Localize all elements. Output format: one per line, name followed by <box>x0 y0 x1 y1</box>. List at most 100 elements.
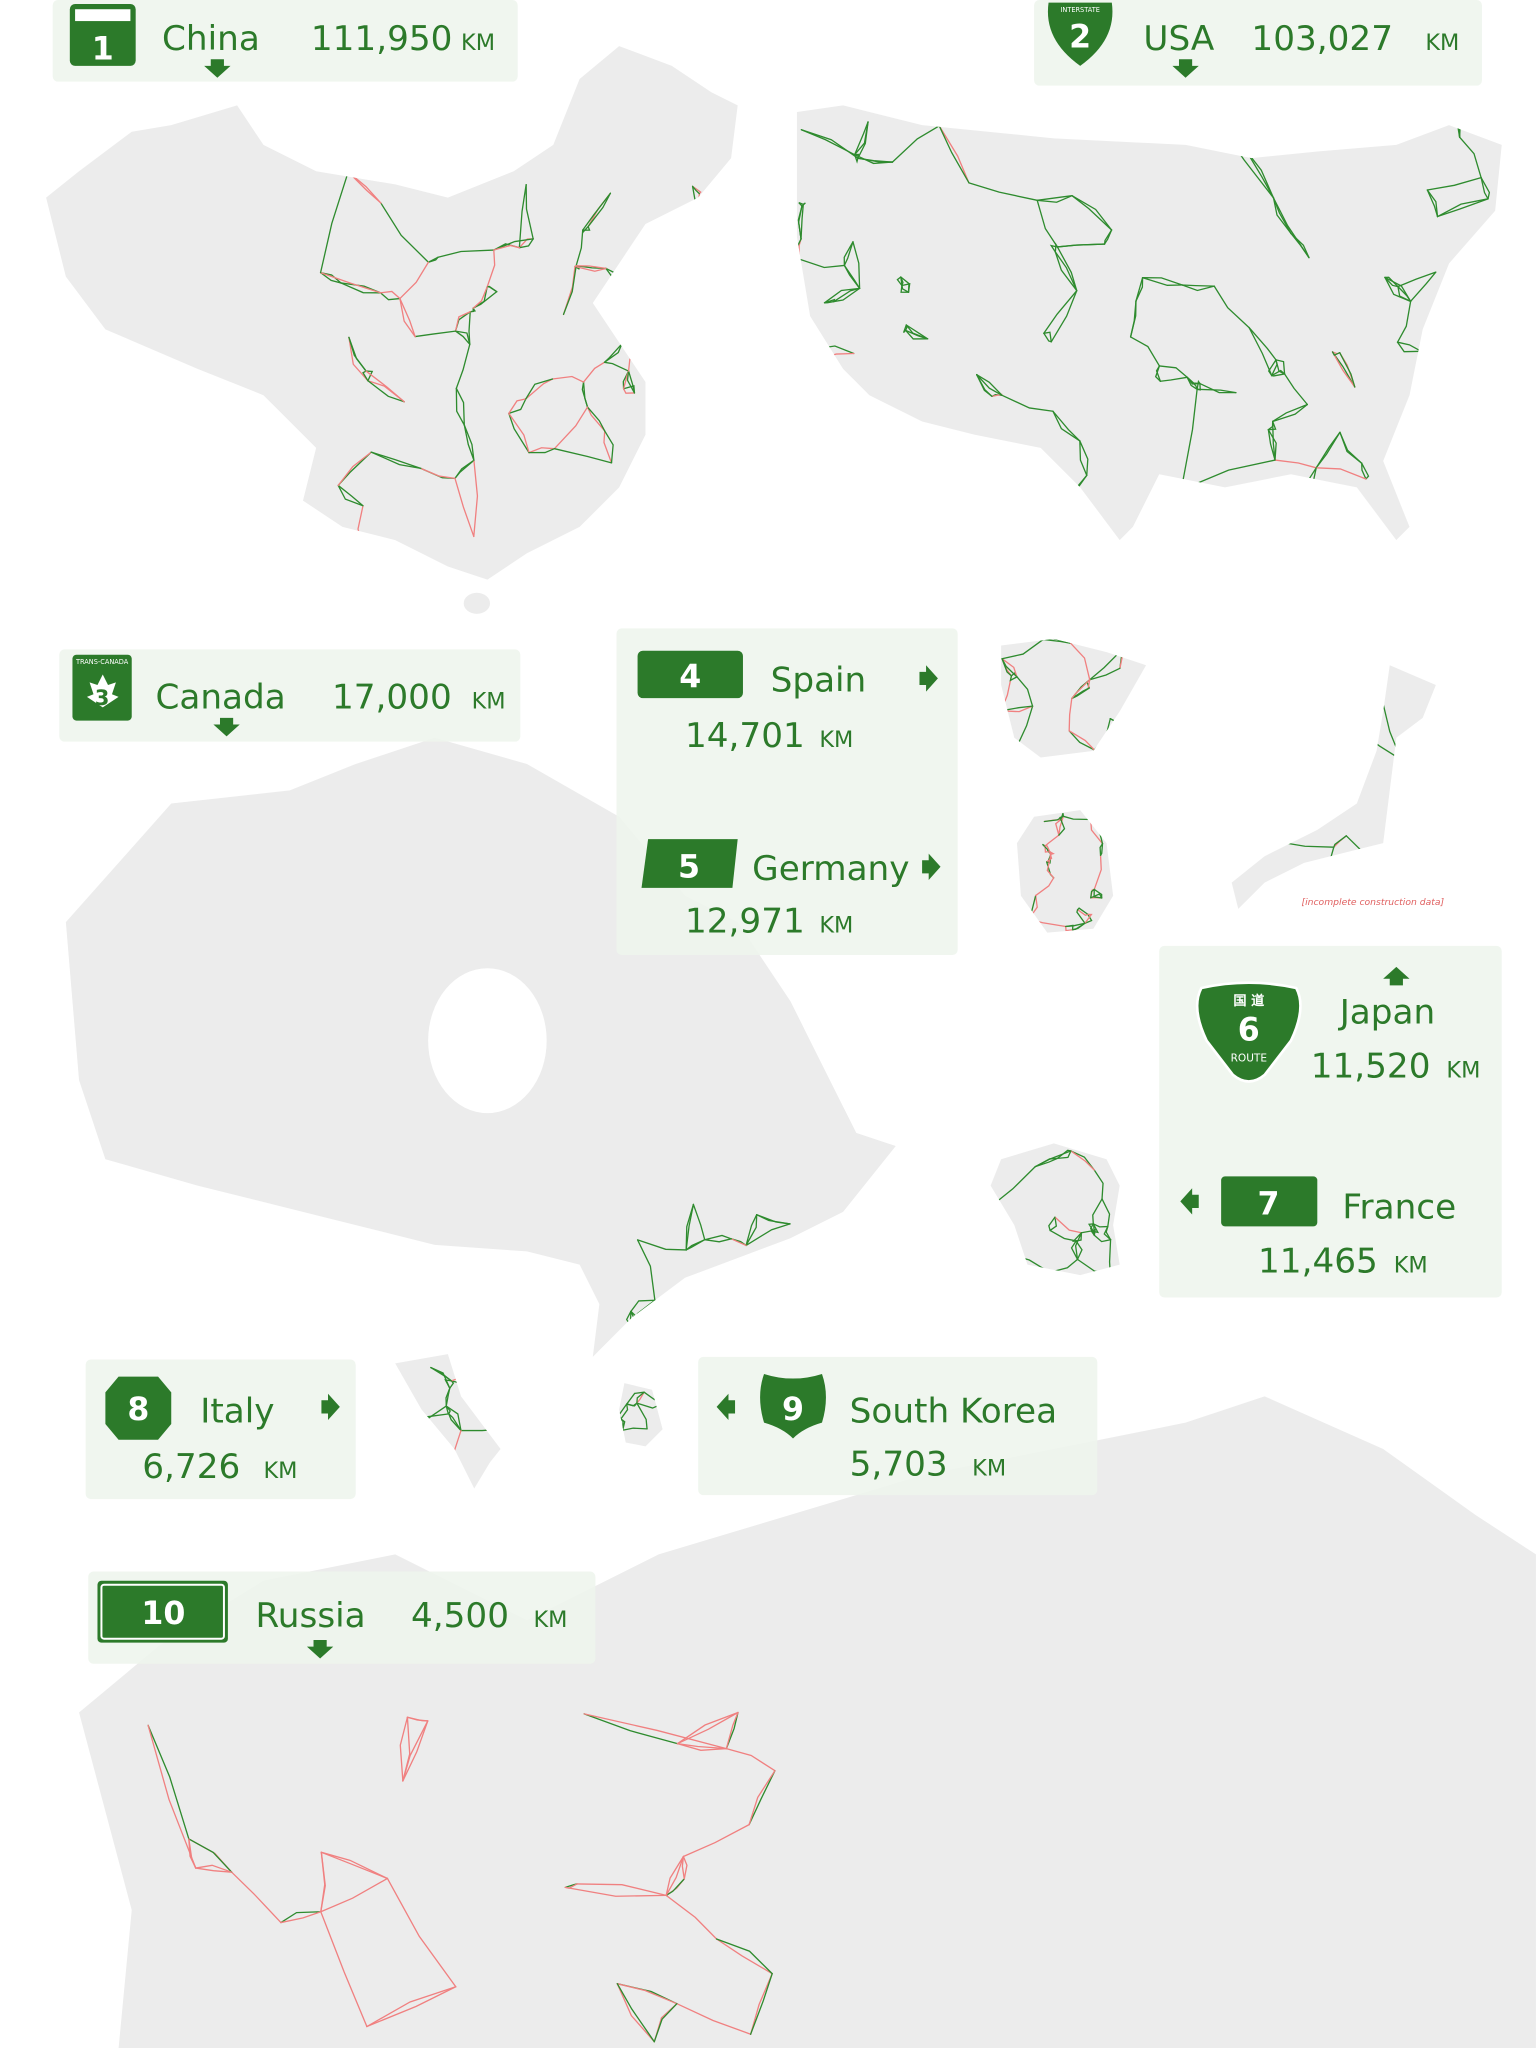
road <box>528 447 556 454</box>
road <box>852 241 861 290</box>
road <box>1001 638 1044 660</box>
road <box>1093 1169 1104 1200</box>
road <box>715 1938 773 1975</box>
country: Spain <box>771 661 867 701</box>
road <box>1048 850 1055 855</box>
road <box>463 424 475 461</box>
island <box>463 592 491 614</box>
country-shape <box>46 46 738 580</box>
road <box>1480 176 1489 200</box>
road <box>665 1855 685 1897</box>
road <box>1248 326 1277 361</box>
road <box>1055 818 1062 836</box>
road <box>685 1203 695 1251</box>
road <box>1159 376 1188 382</box>
road <box>682 1855 688 1880</box>
road <box>1409 271 1437 303</box>
road <box>749 1972 773 2035</box>
road <box>1035 877 1055 897</box>
road <box>1079 440 1089 477</box>
road <box>1001 658 1018 678</box>
road <box>188 1838 233 1873</box>
road <box>994 1165 1036 1204</box>
road <box>1058 818 1066 836</box>
road <box>1043 331 1052 343</box>
road <box>528 448 556 454</box>
road <box>1272 403 1309 423</box>
road <box>636 1391 645 1404</box>
country: China <box>162 19 260 59</box>
road <box>1480 176 1491 200</box>
road <box>1436 198 1489 218</box>
road <box>348 336 369 382</box>
japan-note: [incomplete construction data] <box>1301 897 1444 908</box>
road <box>1092 1223 1109 1228</box>
road <box>365 370 374 382</box>
road <box>1397 271 1437 288</box>
road <box>448 1413 462 1432</box>
road <box>627 370 636 394</box>
road <box>319 271 342 284</box>
road <box>582 361 606 383</box>
road <box>1272 197 1310 259</box>
road <box>553 406 589 450</box>
road <box>1333 835 1347 848</box>
road <box>320 1911 368 2028</box>
road <box>430 1366 451 1389</box>
road-network <box>147 1711 776 2043</box>
road <box>1141 277 1183 286</box>
road <box>1155 365 1162 382</box>
road <box>582 225 591 231</box>
road <box>1267 429 1277 461</box>
length: 6,726 <box>142 1447 240 1487</box>
unit: KM <box>472 689 506 715</box>
road <box>976 373 993 398</box>
road <box>1052 410 1081 442</box>
road <box>551 375 585 383</box>
road <box>976 373 1003 396</box>
road <box>798 258 846 269</box>
road <box>1074 1232 1083 1261</box>
road <box>320 1877 389 1913</box>
length: 5,703 <box>850 1444 948 1484</box>
road <box>1397 285 1412 303</box>
unit: KM <box>1425 30 1459 56</box>
road <box>603 430 613 464</box>
road <box>1089 667 1121 681</box>
road <box>564 1883 578 1889</box>
road <box>386 1877 457 1988</box>
road <box>1099 843 1104 857</box>
road <box>1101 1198 1111 1228</box>
road <box>1396 341 1422 353</box>
road <box>636 1239 656 1301</box>
road <box>1065 925 1074 932</box>
road <box>486 249 496 288</box>
road <box>366 1986 457 2028</box>
road <box>508 412 530 454</box>
length: 4,500 <box>411 1596 509 1636</box>
road <box>365 370 405 403</box>
road <box>603 361 630 372</box>
road <box>843 264 861 290</box>
road <box>1034 1157 1059 1168</box>
road <box>583 1713 679 1745</box>
road <box>1054 251 1078 292</box>
road <box>445 1387 451 1407</box>
road <box>691 185 702 195</box>
shield-labels: 1 INTERSTATE 2 TRANS-CANADA 3 4 5 国 道 6 … <box>75 6 1280 1632</box>
road <box>1275 359 1286 375</box>
road <box>1093 854 1102 891</box>
road <box>469 307 477 313</box>
road <box>904 329 929 340</box>
road <box>745 1223 791 1247</box>
road <box>1009 675 1018 682</box>
road <box>1084 913 1093 924</box>
road <box>1070 1150 1095 1171</box>
road <box>725 1711 739 1750</box>
country-shape <box>1231 665 1436 909</box>
road <box>665 1878 685 1897</box>
road <box>636 1402 648 1430</box>
road <box>1267 420 1277 431</box>
road <box>630 1299 656 1312</box>
